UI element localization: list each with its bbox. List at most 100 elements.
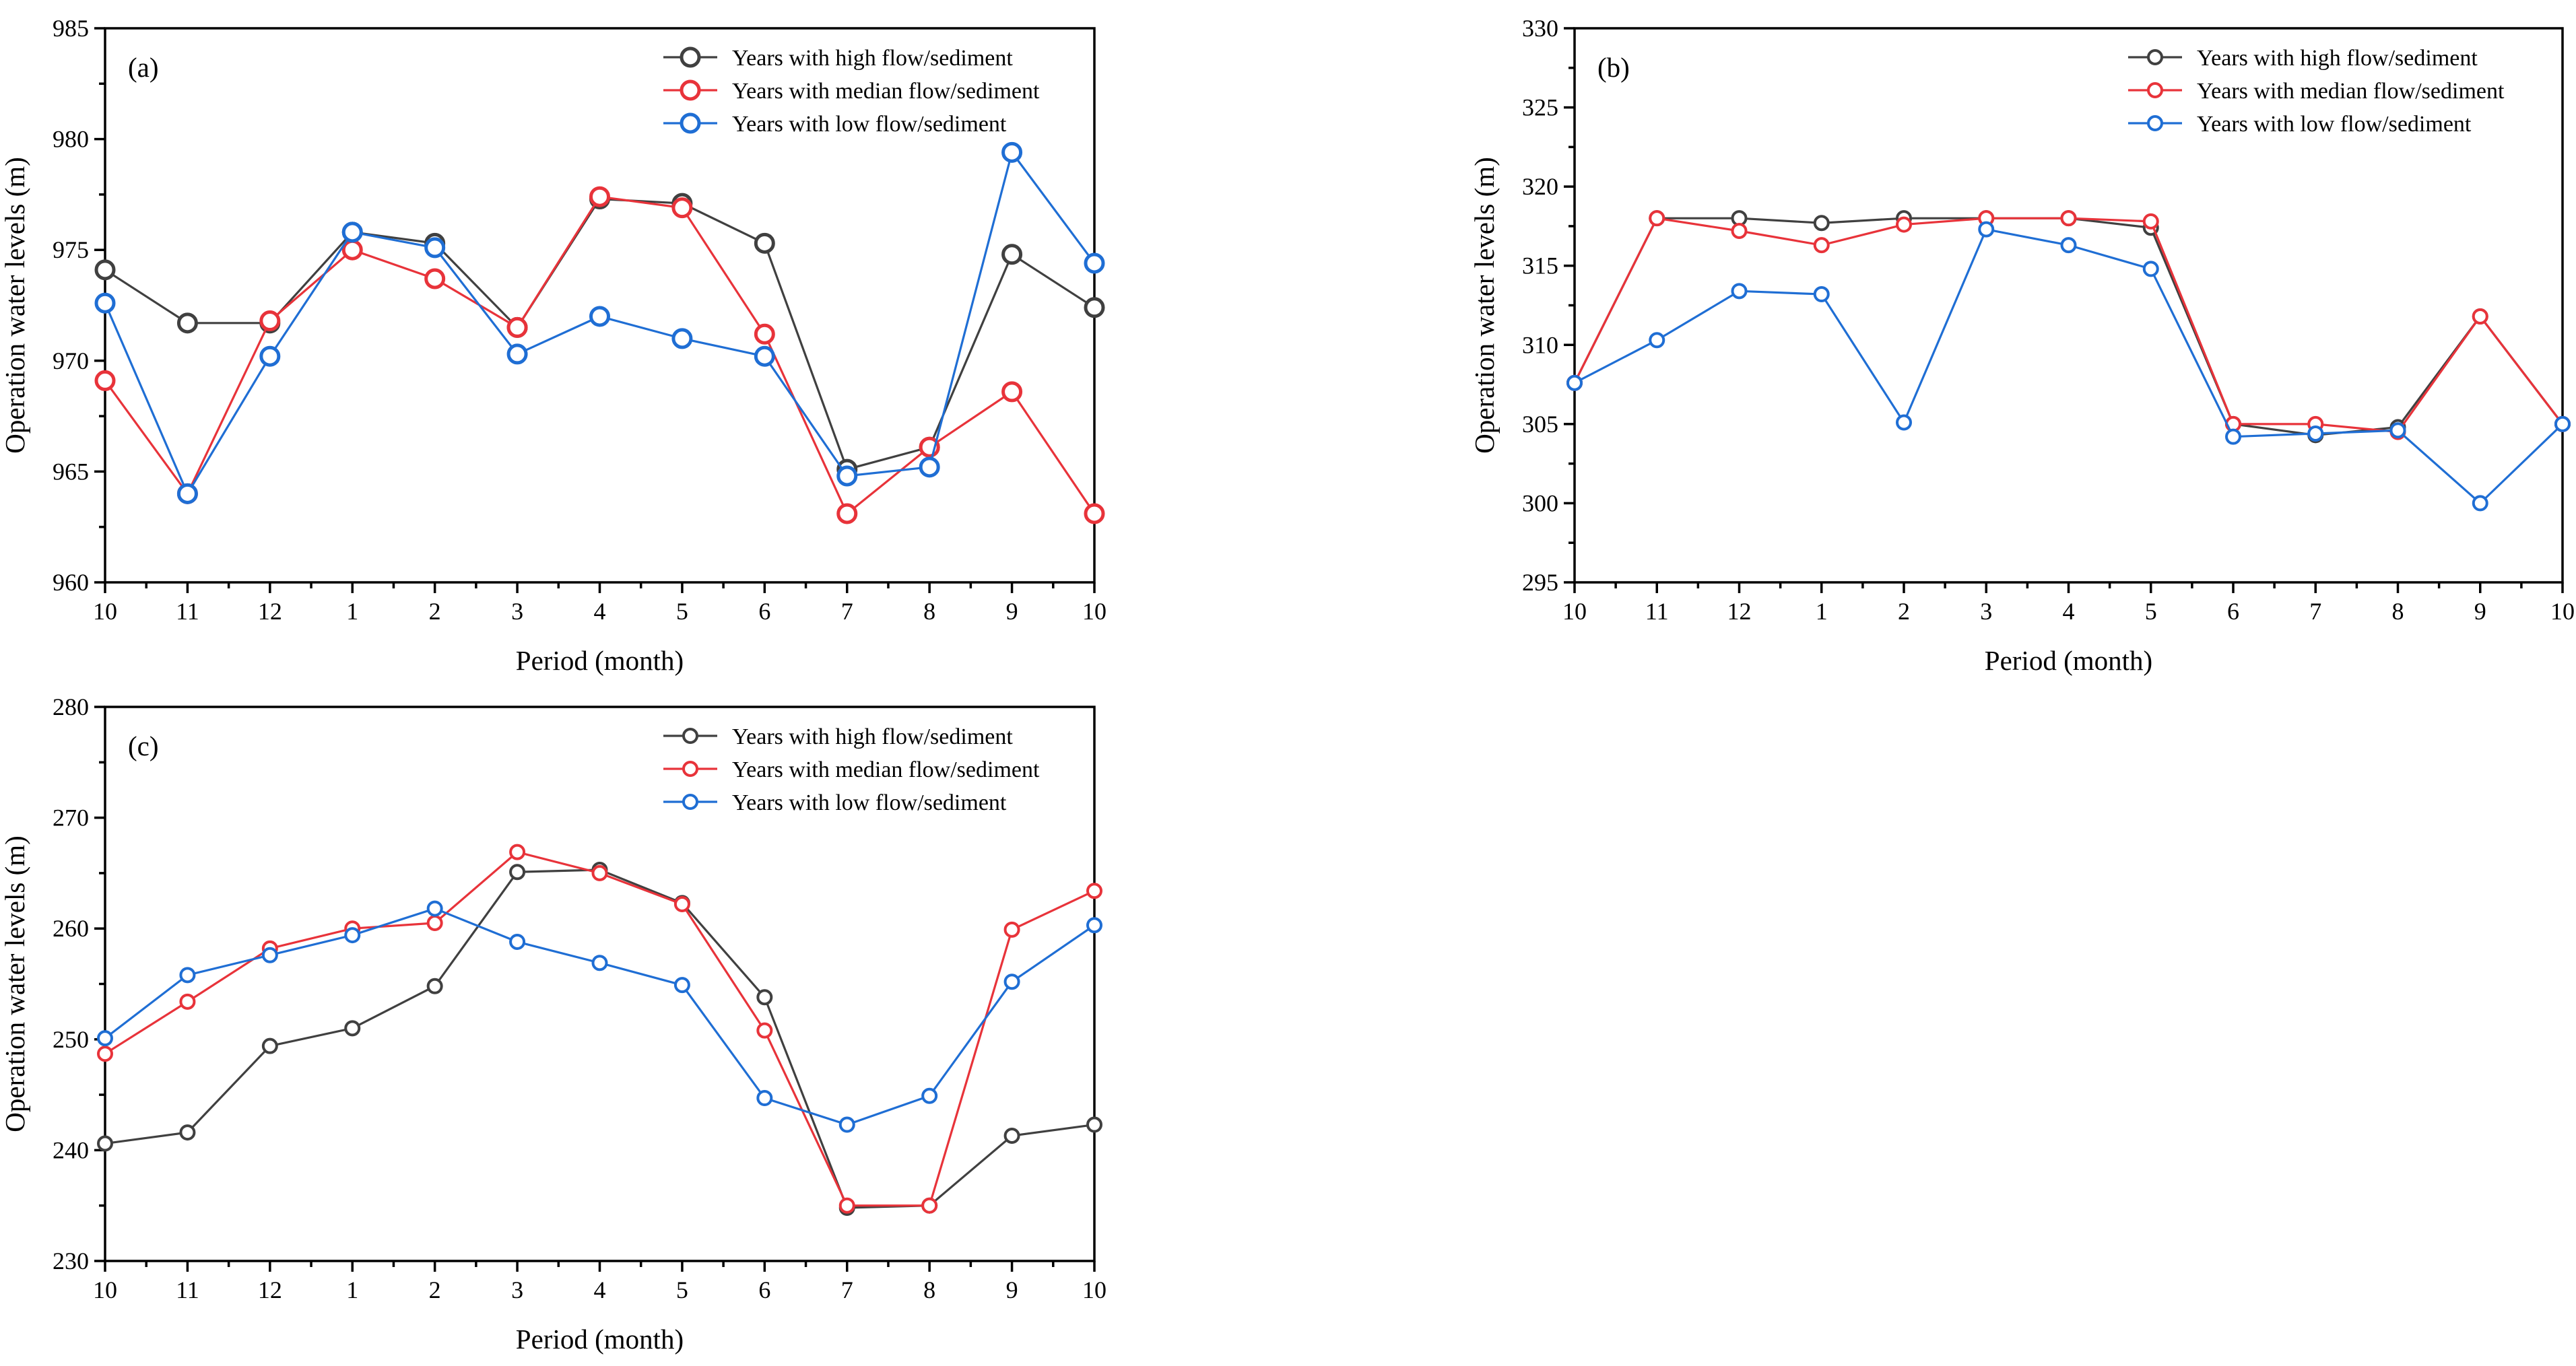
panel-b-legend-marker-low bbox=[2147, 115, 2163, 131]
panel-c-panel-label: (c) bbox=[128, 730, 159, 761]
panel-c-legend-label-median: Years with median flow/sediment bbox=[732, 757, 1040, 782]
panel-a-data-point-high bbox=[1084, 297, 1105, 318]
panel-b-chart: 10 11 12 1 2 3 4 5 6 7 8 9 1029530030531031532032533… bbox=[1469, 15, 2575, 676]
panel-b-x-tick-label: 8 bbox=[2392, 598, 2404, 625]
panel-c-legend-marker-low bbox=[682, 794, 698, 810]
panel-c-y-tick-label: 240 bbox=[53, 1136, 89, 1163]
panel-b-data-point-low bbox=[1978, 221, 1995, 238]
panel-c-data-point-median bbox=[591, 864, 608, 881]
panel-b-x-tick-label: 7 bbox=[2309, 598, 2321, 625]
panel-a-legend-label-low: Years with low flow/sediment bbox=[732, 112, 1007, 137]
panel-a-data-point-high bbox=[94, 259, 116, 281]
panel-a-data-point-low bbox=[176, 483, 198, 504]
panel-b-data-point-median bbox=[2142, 213, 2159, 230]
panel-c-y-tick-label: 250 bbox=[53, 1026, 89, 1053]
panel-c-y-tick-label: 260 bbox=[53, 915, 89, 942]
panel-a-x-tick-label: 10 bbox=[93, 598, 117, 625]
panel-a-data-point-low bbox=[506, 343, 528, 365]
panel-a-data-point-median bbox=[424, 268, 446, 289]
panel-c-x-axis-title: Period (month) bbox=[516, 1324, 684, 1355]
panel-a-chart: 10 11 12 1 2 3 4 5 6 7 8 9 10960965970975980985Perio… bbox=[0, 15, 1107, 676]
panel-c-x-tick-label: 9 bbox=[1006, 1276, 1018, 1303]
panel-c-data-point-low bbox=[838, 1116, 855, 1133]
panel-b-legend-label-low: Years with low flow/sediment bbox=[2197, 112, 2472, 137]
panel-b-y-tick-label: 325 bbox=[1522, 94, 1558, 121]
panel-b-data-point-median bbox=[2472, 308, 2488, 325]
panel-b-data-point-low bbox=[2389, 422, 2406, 439]
panel-a-x-tick-label: 10 bbox=[1082, 598, 1107, 625]
panel-b-data-point-median bbox=[1649, 210, 1665, 227]
panel-a-x-tick-label: 11 bbox=[176, 598, 199, 625]
panel-b-x-tick-label: 10 bbox=[1562, 598, 1587, 625]
panel-c-data-point-low bbox=[261, 947, 278, 963]
panel-a-data-point-high bbox=[176, 312, 198, 334]
panel-c-x-tick-label: 3 bbox=[511, 1276, 523, 1303]
panel-a-x-axis-title: Period (month) bbox=[516, 645, 684, 676]
panel-a-x-tick-label: 9 bbox=[1006, 598, 1018, 625]
panel-a-data-point-low bbox=[671, 328, 693, 349]
panel-c-data-point-high bbox=[756, 989, 773, 1006]
panel-c-data-point-low bbox=[426, 900, 443, 917]
panel-a-data-point-high bbox=[1001, 244, 1023, 265]
panel-b-data-point-low bbox=[2060, 237, 2077, 254]
panel-a-x-tick-label: 4 bbox=[594, 598, 606, 625]
panel-b-y-tick-label: 320 bbox=[1522, 173, 1558, 200]
panel-a-x-tick-label: 1 bbox=[346, 598, 358, 625]
panel-c-x-tick-label: 2 bbox=[429, 1276, 441, 1303]
panel-b-legend-label-median: Years with median flow/sediment bbox=[2197, 79, 2505, 104]
panel-a-data-point-low bbox=[836, 465, 858, 487]
panel-c-y-tick-label: 230 bbox=[53, 1248, 89, 1274]
panel-a-y-tick-label: 980 bbox=[53, 126, 89, 153]
panel-a-x-tick-label: 7 bbox=[841, 598, 853, 625]
panel-a-legend-marker-median bbox=[680, 79, 701, 101]
panel-c-legend-marker-median bbox=[682, 761, 698, 777]
panel-a-data-point-low bbox=[919, 456, 940, 478]
panel-a-data-point-median bbox=[836, 503, 858, 524]
panel-c-y-tick-label: 270 bbox=[53, 805, 89, 831]
panel-a-data-point-low bbox=[341, 221, 363, 243]
panel-c-data-point-low bbox=[921, 1087, 938, 1104]
panel-c-data-point-median bbox=[673, 895, 690, 912]
panel-c-y-axis-title: Operation water levels (m) bbox=[0, 835, 30, 1132]
panel-b-data-point-low bbox=[1731, 283, 1748, 300]
panel-c-data-point-high bbox=[344, 1020, 361, 1037]
panel-b-data-point-low bbox=[2225, 428, 2241, 445]
panel-a-x-tick-label: 3 bbox=[511, 598, 523, 625]
panel-c-x-tick-label: 10 bbox=[93, 1276, 117, 1303]
panel-c-data-point-high bbox=[179, 1124, 196, 1141]
panel-b-legend-label-high: Years with high flow/sediment bbox=[2197, 46, 2478, 71]
panel-c-x-tick-label: 4 bbox=[594, 1276, 606, 1303]
panel-b-x-tick-label: 6 bbox=[2227, 598, 2239, 625]
panel-c-data-point-low bbox=[1003, 974, 1020, 990]
panel-b-data-point-low bbox=[1813, 286, 1830, 303]
panel-b-x-tick-label: 10 bbox=[2550, 598, 2575, 625]
panel-a-data-point-median bbox=[506, 316, 528, 338]
panel-a-legend-marker-low bbox=[680, 112, 701, 134]
panel-c-data-point-high bbox=[509, 864, 526, 881]
panel-c-y-tick-label: 280 bbox=[53, 693, 89, 720]
panel-c-legend-label-high: Years with high flow/sediment bbox=[732, 724, 1013, 749]
panel-a-data-point-median bbox=[671, 197, 693, 219]
panel-b-x-tick-label: 12 bbox=[1727, 598, 1752, 625]
panel-b-x-tick-label: 11 bbox=[1645, 598, 1669, 625]
panel-a-y-tick-label: 965 bbox=[53, 458, 89, 485]
panel-b-y-axis-title: Operation water levels (m) bbox=[1469, 157, 1500, 454]
panel-c-data-point-high bbox=[97, 1135, 113, 1152]
panel-b-data-point-low bbox=[1649, 332, 1665, 349]
panel-b-data-point-low bbox=[2307, 425, 2324, 442]
panel-c-data-point-low bbox=[1086, 917, 1102, 934]
panel-a-y-tick-label: 960 bbox=[53, 569, 89, 596]
panel-c-series-line-high bbox=[104, 868, 1095, 1209]
panel-c-data-point-high bbox=[1086, 1116, 1102, 1133]
panel-c-x-tick-label: 7 bbox=[841, 1276, 853, 1303]
panel-b-legend-marker-high bbox=[2147, 49, 2163, 65]
panel-b-x-tick-label: 1 bbox=[1816, 598, 1828, 625]
panel-a-panel-label: (a) bbox=[128, 52, 159, 83]
panel-c-data-point-low bbox=[673, 977, 690, 994]
panel-b-x-tick-label: 2 bbox=[1898, 598, 1910, 625]
panel-a-data-point-median bbox=[1084, 503, 1105, 524]
panel-a-data-point-median bbox=[341, 239, 363, 261]
panel-c-x-tick-label: 11 bbox=[176, 1276, 199, 1303]
panel-c-data-point-median bbox=[921, 1197, 938, 1214]
panel-c-x-tick-label: 8 bbox=[923, 1276, 935, 1303]
